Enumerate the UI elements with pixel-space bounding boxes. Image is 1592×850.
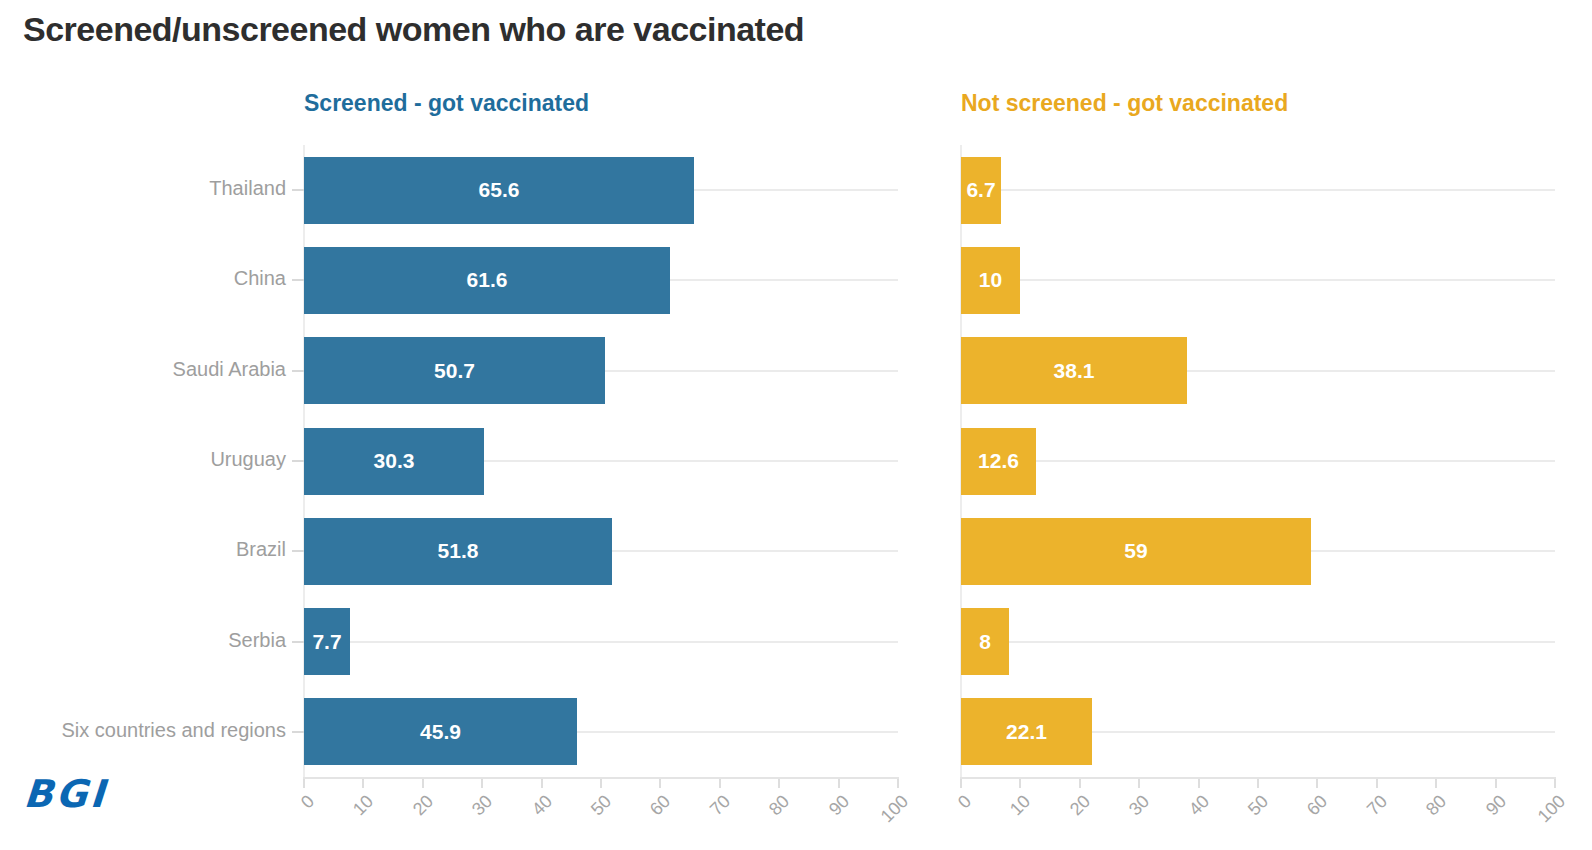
x-axis-tick bbox=[1019, 779, 1021, 788]
bar: 12.6 bbox=[961, 428, 1036, 495]
x-axis-tick-label-text: 80 bbox=[765, 791, 794, 820]
bar-value-label: 30.3 bbox=[374, 449, 415, 473]
bar-value-label: 61.6 bbox=[467, 268, 508, 292]
x-axis-tick bbox=[600, 779, 602, 788]
category-gridline bbox=[304, 641, 898, 643]
x-axis-tick bbox=[1198, 779, 1200, 788]
x-axis-tick-label-text: 100 bbox=[1534, 791, 1570, 827]
bar-value-label: 8 bbox=[979, 630, 991, 654]
category-gridline bbox=[961, 641, 1555, 643]
x-axis-tick-label-text: 80 bbox=[1422, 791, 1451, 820]
bar: 50.7 bbox=[304, 337, 605, 404]
bar-value-label: 51.8 bbox=[438, 539, 479, 563]
bar: 6.7 bbox=[961, 157, 1001, 224]
x-axis-tick bbox=[1138, 779, 1140, 788]
bar-value-label: 10 bbox=[979, 268, 1002, 292]
x-axis-tick bbox=[362, 779, 364, 788]
x-axis-tick bbox=[481, 779, 483, 788]
x-axis-tick-label-text: 50 bbox=[1244, 791, 1273, 820]
category-label: China bbox=[0, 267, 286, 290]
x-axis-tick-label-text: 50 bbox=[587, 791, 616, 820]
category-gridline bbox=[961, 189, 1555, 191]
bar: 51.8 bbox=[304, 518, 612, 585]
x-axis-tick bbox=[1554, 779, 1556, 788]
x-axis-tick-label-text: 40 bbox=[1184, 791, 1213, 820]
x-axis-tick bbox=[1435, 779, 1437, 788]
category-label: Uruguay bbox=[0, 448, 286, 471]
category-gridline bbox=[961, 279, 1555, 281]
category-label: Brazil bbox=[0, 538, 286, 561]
bar: 59 bbox=[961, 518, 1311, 585]
bar-value-label: 65.6 bbox=[479, 178, 520, 202]
bar: 30.3 bbox=[304, 428, 484, 495]
x-axis-tick bbox=[897, 779, 899, 788]
x-axis-tick-label-text: 70 bbox=[1363, 791, 1392, 820]
x-axis-tick-label-text: 90 bbox=[824, 791, 853, 820]
bar: 38.1 bbox=[961, 337, 1187, 404]
bar: 22.1 bbox=[961, 698, 1092, 765]
bar-value-label: 6.7 bbox=[966, 178, 995, 202]
bar-value-label: 45.9 bbox=[420, 720, 461, 744]
series-title-screened: Screened - got vaccinated bbox=[304, 90, 589, 117]
x-axis-tick bbox=[422, 779, 424, 788]
x-axis-tick-label-text: 20 bbox=[409, 791, 438, 820]
x-axis-tick-label-text: 0 bbox=[297, 791, 319, 813]
bar: 8 bbox=[961, 608, 1009, 675]
y-axis-tick bbox=[292, 279, 304, 281]
x-axis-tick-label-text: 90 bbox=[1481, 791, 1510, 820]
bar: 7.7 bbox=[304, 608, 350, 675]
y-axis-tick bbox=[292, 550, 304, 552]
bar-value-label: 7.7 bbox=[312, 630, 341, 654]
page-title: Screened/unscreened women who are vaccin… bbox=[23, 10, 804, 49]
category-label: Thailand bbox=[0, 177, 286, 200]
x-axis-tick-label-text: 0 bbox=[954, 791, 976, 813]
bar-value-label: 59 bbox=[1124, 539, 1147, 563]
bar-value-label: 38.1 bbox=[1054, 359, 1095, 383]
y-axis-tick bbox=[292, 731, 304, 733]
x-axis-tick bbox=[838, 779, 840, 788]
x-axis-tick bbox=[659, 779, 661, 788]
bar: 10 bbox=[961, 247, 1020, 314]
y-axis-tick bbox=[292, 460, 304, 462]
chart-canvas: Screened/unscreened women who are vaccin… bbox=[0, 0, 1592, 850]
category-label: Saudi Arabia bbox=[0, 358, 286, 381]
y-axis-tick bbox=[292, 370, 304, 372]
x-axis-tick-label-text: 10 bbox=[1006, 791, 1035, 820]
x-axis-tick-label-text: 30 bbox=[468, 791, 497, 820]
y-axis-tick bbox=[292, 189, 304, 191]
x-axis-tick bbox=[1257, 779, 1259, 788]
bgi-logo: BGI bbox=[22, 772, 108, 816]
category-label: Six countries and regions bbox=[0, 719, 286, 742]
x-axis-tick bbox=[541, 779, 543, 788]
category-label: Serbia bbox=[0, 629, 286, 652]
x-axis-tick bbox=[1079, 779, 1081, 788]
x-axis-tick bbox=[960, 779, 962, 788]
x-axis-tick bbox=[1495, 779, 1497, 788]
x-axis-tick bbox=[719, 779, 721, 788]
x-axis-tick-label-text: 60 bbox=[1303, 791, 1332, 820]
category-gridline bbox=[961, 460, 1555, 462]
x-axis-tick-label-text: 100 bbox=[877, 791, 913, 827]
x-axis-tick bbox=[1316, 779, 1318, 788]
x-axis-tick-label-text: 20 bbox=[1066, 791, 1095, 820]
x-axis-tick-label-text: 60 bbox=[646, 791, 675, 820]
bar-value-label: 50.7 bbox=[434, 359, 475, 383]
x-axis-tick bbox=[1376, 779, 1378, 788]
x-axis-tick-label-text: 10 bbox=[349, 791, 378, 820]
y-axis-tick bbox=[292, 641, 304, 643]
x-axis-tick bbox=[303, 779, 305, 788]
x-axis-tick-label-text: 30 bbox=[1125, 791, 1154, 820]
x-axis-tick-label-text: 70 bbox=[706, 791, 735, 820]
series-title-not-screened: Not screened - got vaccinated bbox=[961, 90, 1288, 117]
bar-value-label: 12.6 bbox=[978, 449, 1019, 473]
bar-value-label: 22.1 bbox=[1006, 720, 1047, 744]
x-axis-tick bbox=[778, 779, 780, 788]
bar: 61.6 bbox=[304, 247, 670, 314]
x-axis-tick-label-text: 40 bbox=[527, 791, 556, 820]
bar: 45.9 bbox=[304, 698, 577, 765]
bar: 65.6 bbox=[304, 157, 694, 224]
